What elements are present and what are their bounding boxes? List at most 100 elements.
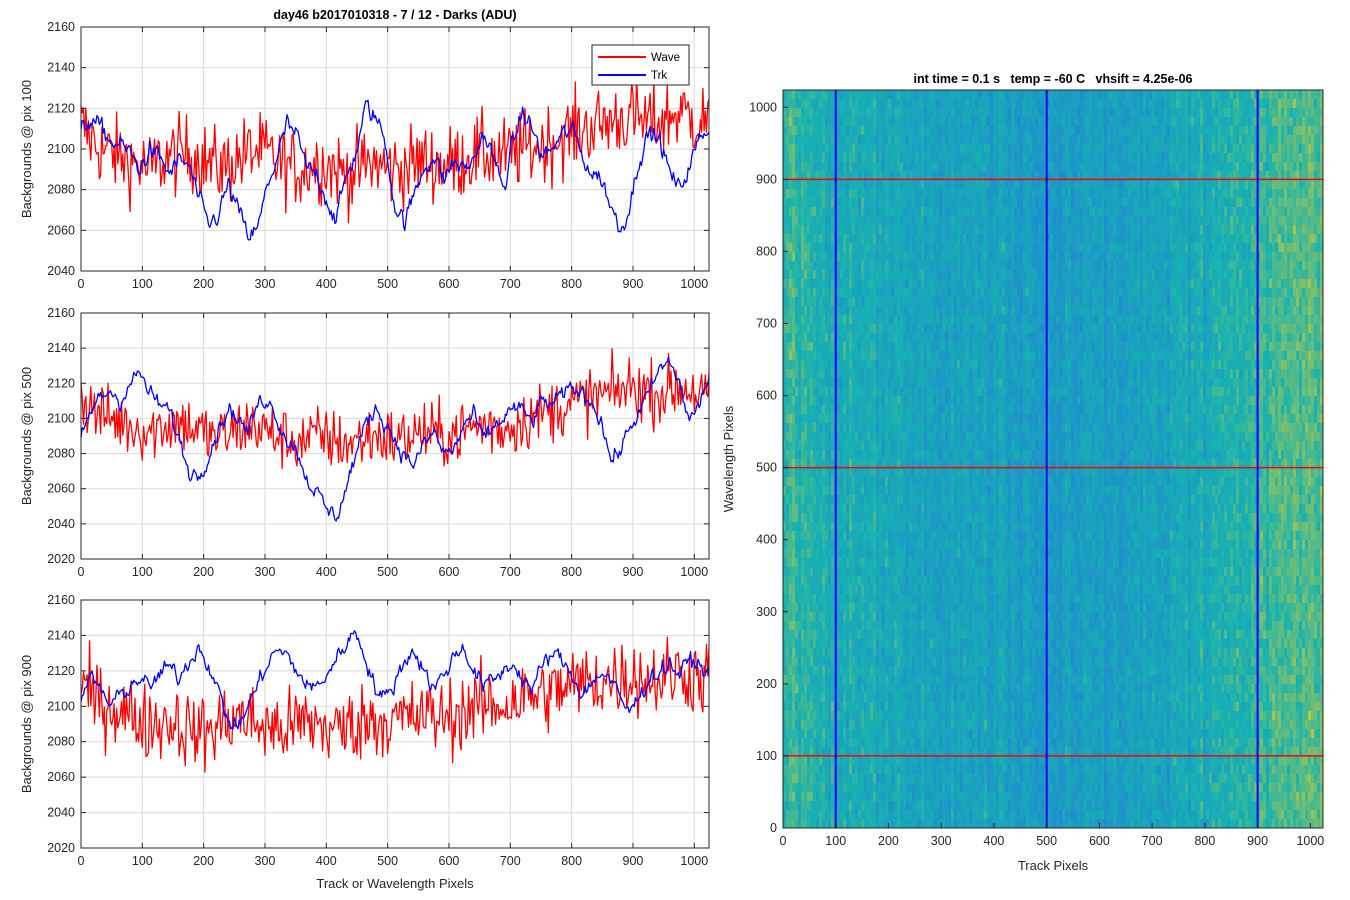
heatmap-cell (867, 567, 871, 577)
heatmap-cell (828, 189, 832, 199)
heatmap-cell (876, 513, 880, 523)
heatmap-cell (873, 342, 877, 352)
heatmap-cell (915, 603, 919, 613)
heatmap-cell (873, 360, 877, 370)
heatmap-cell (849, 585, 853, 595)
heatmap-cell (927, 666, 931, 676)
heatmap-cell (795, 720, 799, 730)
heatmap-cell (792, 135, 796, 145)
heatmap-cell (873, 432, 877, 442)
heatmap-cell (792, 225, 796, 235)
heatmap-cell (867, 540, 871, 550)
heatmap-cell (930, 576, 934, 586)
heatmap-cell (897, 369, 901, 379)
heatmap-cell (933, 747, 937, 757)
heatmap-cell (942, 90, 946, 100)
heatmap-cell (852, 126, 856, 136)
heatmap-cell (846, 270, 850, 280)
heatmap-cell (879, 369, 883, 379)
heatmap-cell (948, 720, 952, 730)
heatmap-cell (822, 126, 826, 136)
heatmap-cell (828, 288, 832, 298)
heatmap-cell (918, 603, 922, 613)
heatmap-cell (846, 117, 850, 127)
heatmap-cell (858, 270, 862, 280)
heatmap-cell (789, 351, 793, 361)
heatmap-cell (930, 486, 934, 496)
heatmap-cell (918, 522, 922, 532)
heatmap-cell (801, 711, 805, 721)
heatmap-cell (939, 756, 943, 766)
heatmap-cell (903, 108, 907, 118)
heatmap-cell (885, 576, 889, 586)
heatmap-cell (939, 423, 943, 433)
heatmap-cell (840, 486, 844, 496)
heatmap-cell (921, 693, 925, 703)
heatmap-cell (885, 189, 889, 199)
heatmap-cell (936, 657, 940, 667)
heatmap-cell (897, 306, 901, 316)
heatmap-cell (819, 603, 823, 613)
heatmap-cell (828, 261, 832, 271)
heatmap-cell (813, 585, 817, 595)
heatmap-cell (924, 225, 928, 235)
heatmap-cell (849, 630, 853, 640)
heatmap-cell (867, 243, 871, 253)
heatmap-cell (831, 504, 835, 514)
heatmap-cell (891, 819, 895, 828)
heatmap-cell (876, 684, 880, 694)
heatmap-cell (897, 378, 901, 388)
heatmap-cell (939, 513, 943, 523)
heatmap-cell (810, 432, 814, 442)
heatmap-cell (933, 405, 937, 415)
heatmap-cell (837, 540, 841, 550)
heatmap-cell (915, 189, 919, 199)
heatmap-cell (918, 594, 922, 604)
heatmap-cell (855, 333, 859, 343)
heatmap-cell (921, 225, 925, 235)
heatmap-cell (870, 585, 874, 595)
heatmap-cell (873, 693, 877, 703)
heatmap-cell (804, 252, 808, 262)
heatmap-cell (951, 234, 955, 244)
heatmap-cell (939, 738, 943, 748)
heatmap-cell (786, 549, 790, 559)
y-tick-label: 2100 (47, 142, 75, 156)
heatmap-cell (927, 378, 931, 388)
heatmap-cell (903, 459, 907, 469)
heatmap-cell (873, 243, 877, 253)
heatmap-cell (816, 684, 820, 694)
heatmap-cell (831, 612, 835, 622)
heatmap-cell (885, 153, 889, 163)
heatmap-cell (813, 747, 817, 757)
heatmap-cell (861, 198, 865, 208)
heatmap-cell (858, 432, 862, 442)
heatmap-cell (786, 738, 790, 748)
heatmap-cell (909, 684, 913, 694)
heatmap-cell (813, 360, 817, 370)
heatmap-cell (828, 342, 832, 352)
legend-label-trk: Trk (651, 70, 667, 82)
heatmap-cell (801, 576, 805, 586)
heatmap-cell (849, 504, 853, 514)
heatmap-cell (789, 522, 793, 532)
heatmap-cell (885, 270, 889, 280)
heatmap-cell (879, 675, 883, 685)
heatmap-cell (873, 756, 877, 766)
heatmap-cell (861, 657, 865, 667)
heatmap-cell (924, 135, 928, 145)
heatmap-cell (852, 99, 856, 109)
heatmap-cell (888, 180, 892, 190)
heatmap-cell (876, 342, 880, 352)
heatmap-cell (786, 153, 790, 163)
heatmap-cell (798, 819, 802, 828)
heatmap-cell (921, 684, 925, 694)
heatmap-cell (927, 594, 931, 604)
heatmap-cell (927, 432, 931, 442)
heatmap-cell (792, 198, 796, 208)
heatmap-cell (879, 270, 883, 280)
heatmap-cell (912, 558, 916, 568)
heatmap-cell (789, 252, 793, 262)
heatmap-cell (933, 711, 937, 721)
heatmap-cell (921, 441, 925, 451)
